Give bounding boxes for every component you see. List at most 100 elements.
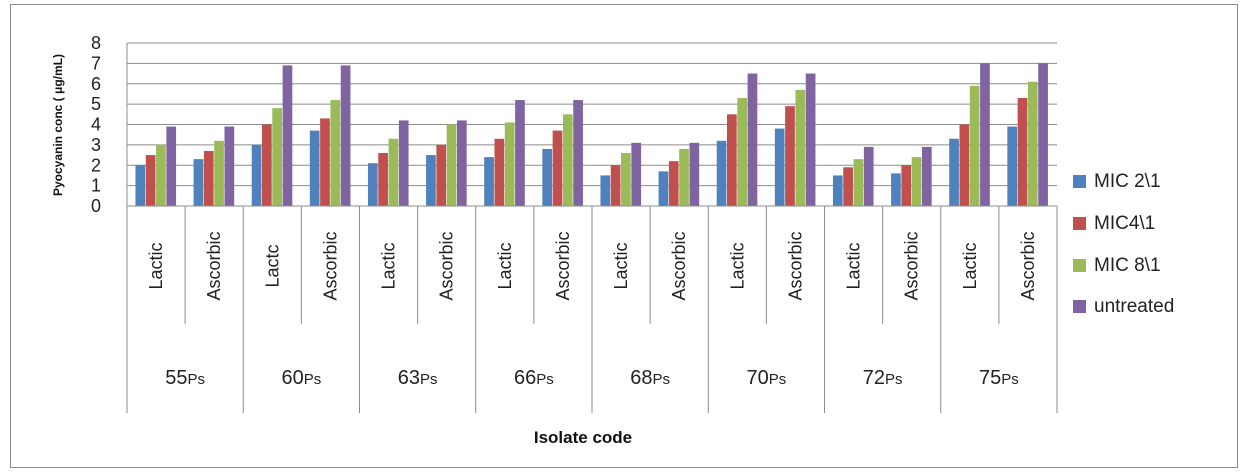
legend-label: MIC 2\1 — [1094, 171, 1161, 192]
bar — [1017, 98, 1028, 206]
legend-swatch — [1073, 259, 1086, 272]
bar — [340, 65, 351, 206]
bar — [949, 138, 959, 206]
group-label: 68Ps — [630, 367, 670, 389]
bar — [224, 126, 235, 206]
bar — [282, 65, 293, 206]
bar — [716, 140, 727, 206]
legend-swatch — [1073, 175, 1086, 188]
y-tick-label: 6 — [91, 74, 101, 94]
legend-label: untreated — [1094, 296, 1174, 317]
x-tick-label: Ascorbic — [553, 231, 573, 300]
bar — [959, 124, 970, 206]
bar — [832, 175, 843, 206]
bar — [573, 100, 583, 206]
y-tick-label: 3 — [91, 135, 101, 155]
y-tick-label: 5 — [91, 94, 101, 114]
bar — [1007, 126, 1018, 206]
x-tick-label: Lactic — [960, 242, 980, 289]
bar — [203, 150, 214, 206]
y-tick-label: 1 — [91, 176, 101, 196]
bar — [456, 120, 467, 206]
bar — [552, 130, 563, 206]
legend-swatch — [1073, 217, 1086, 230]
x-tick-label: Ascorbic — [204, 231, 224, 300]
y-tick-label: 0 — [91, 196, 101, 216]
bar — [853, 159, 864, 206]
x-tick-label: Ascorbic — [1018, 231, 1038, 300]
bar — [891, 173, 901, 206]
bar — [193, 159, 204, 206]
y-tick-label: 2 — [91, 155, 101, 175]
bar — [426, 155, 436, 206]
bar — [785, 106, 795, 206]
x-tick-label: Ascorbic — [902, 231, 922, 300]
bar — [727, 114, 737, 206]
x-axis: Lactic Ascorbic Lactc Ascorbic Lactic Ascorbi… — [126, 43, 1058, 413]
bar — [484, 157, 494, 206]
bar — [1027, 81, 1038, 206]
legend: MIC 2\1 MIC4\1 MIC 8\1 untreated — [1073, 171, 1174, 317]
bar — [600, 175, 611, 206]
bar — [795, 89, 806, 206]
bar — [610, 165, 621, 206]
bar — [446, 124, 457, 206]
x-tick-label: Ascorbic — [320, 231, 340, 300]
bar — [689, 142, 700, 206]
bar — [1038, 63, 1048, 207]
y-axis-title: Pyocyanin conc ( μg/mL) — [51, 54, 65, 196]
bar — [378, 153, 388, 206]
group-label: 75Ps — [979, 367, 1019, 389]
legend-label: MIC4\1 — [1094, 213, 1155, 234]
bar — [542, 148, 553, 206]
bar — [911, 157, 922, 206]
bar — [679, 148, 689, 206]
bar — [562, 114, 573, 206]
x-tick-label: Lactic — [611, 242, 631, 289]
bar — [262, 124, 272, 206]
bar — [156, 144, 166, 207]
bar — [135, 165, 146, 206]
x-tick-label: Lactic — [146, 242, 166, 289]
group-label: 72Ps — [863, 367, 903, 389]
y-tick-label: 7 — [91, 53, 101, 73]
bar — [668, 161, 679, 206]
bar — [494, 138, 505, 206]
bar — [330, 100, 341, 206]
bar — [901, 165, 912, 206]
bar — [214, 140, 224, 206]
bar — [436, 144, 447, 207]
group-label: 63Ps — [398, 367, 438, 389]
group-label: 66Ps — [514, 367, 554, 389]
bar — [515, 100, 525, 206]
bar — [737, 98, 748, 206]
bar — [320, 118, 330, 206]
legend-swatch — [1073, 300, 1086, 313]
bar — [921, 146, 932, 206]
bar — [272, 108, 283, 206]
bar — [980, 63, 990, 207]
bar — [863, 146, 874, 206]
bar — [747, 73, 758, 206]
x-tick-label: Lactic — [844, 242, 864, 289]
bar — [309, 130, 320, 206]
bar — [388, 138, 399, 206]
group-label: 60Ps — [282, 367, 322, 389]
bar — [166, 126, 177, 206]
group-label: 55Ps — [165, 367, 205, 389]
x-tick-label: Lactc — [262, 244, 282, 287]
y-tick-label: 8 — [91, 33, 101, 53]
x-tick-label: Ascorbic — [437, 231, 457, 300]
bar — [774, 128, 785, 206]
bars — [135, 63, 1048, 207]
group-label: 70Ps — [747, 367, 787, 389]
x-tick-label: Ascorbic — [669, 231, 689, 300]
x-axis-title: Isolate code — [534, 428, 632, 447]
bar — [805, 73, 816, 206]
x-tick-label: Lactic — [379, 242, 399, 289]
bar — [145, 155, 156, 206]
x-tick-label: Lactic — [495, 242, 515, 289]
bar — [969, 85, 980, 206]
x-tick-label: Lactic — [727, 242, 747, 289]
